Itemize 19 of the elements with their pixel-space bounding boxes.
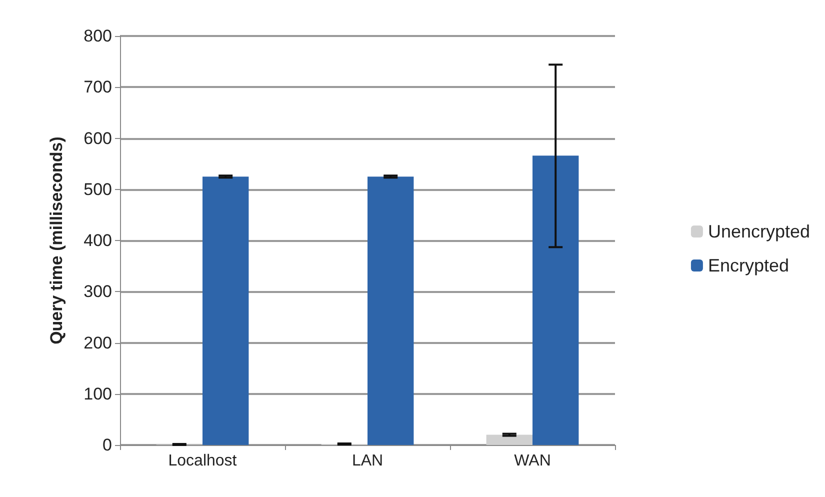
x-tick-label: Localhost: [168, 452, 238, 470]
y-tick-label: 100: [84, 384, 112, 404]
bar: [532, 156, 579, 445]
y-tick-label: 700: [84, 78, 112, 97]
bar: [202, 176, 249, 445]
x-tick-label: LAN: [352, 452, 384, 470]
legend-label: Encrypted: [708, 256, 789, 276]
y-tick-label: 300: [84, 282, 112, 302]
y-tick-label: 400: [84, 231, 112, 250]
x-tick-label: WAN: [514, 452, 551, 470]
y-tick-label: 500: [84, 180, 112, 199]
y-axis-title: Query time (milliseconds): [47, 136, 66, 344]
y-tick-label: 600: [84, 128, 112, 148]
y-tick-label: 800: [84, 26, 112, 46]
bar: [486, 434, 532, 445]
y-tick-label: 200: [84, 333, 112, 352]
y-tick-label: 0: [102, 436, 112, 454]
legend-label: Unencrypted: [708, 222, 810, 242]
bar: [368, 176, 414, 445]
